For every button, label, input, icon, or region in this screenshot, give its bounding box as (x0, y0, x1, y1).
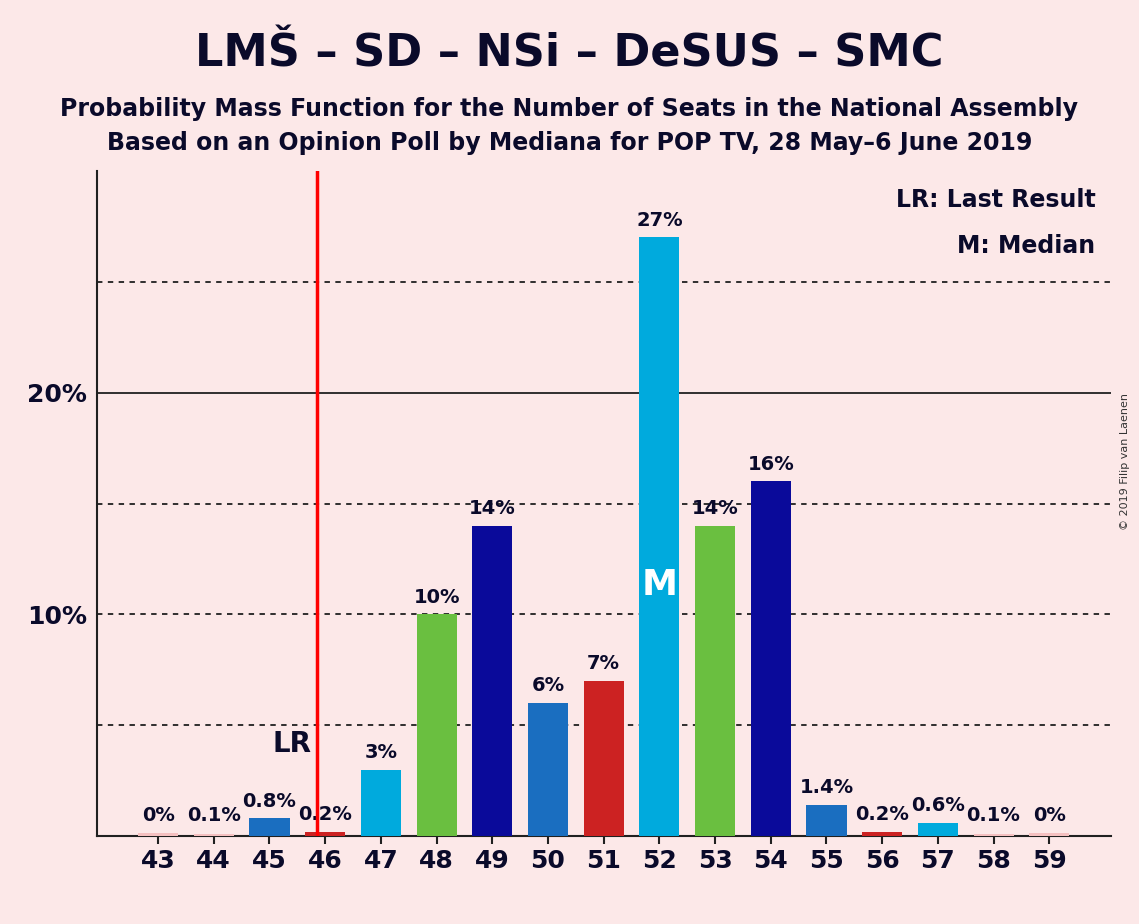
Text: 0.2%: 0.2% (298, 805, 352, 824)
Text: 0%: 0% (141, 806, 174, 825)
Bar (361, 770, 401, 836)
Text: 14%: 14% (469, 499, 516, 518)
Text: 10%: 10% (413, 588, 460, 607)
Text: 6%: 6% (532, 676, 565, 696)
Bar (583, 681, 624, 836)
Bar (695, 526, 735, 836)
Bar (1030, 833, 1070, 836)
Text: 0%: 0% (1033, 806, 1066, 825)
Bar (194, 834, 233, 836)
Text: 0.1%: 0.1% (967, 806, 1021, 825)
Text: M: Median: M: Median (957, 234, 1096, 258)
Bar (527, 703, 568, 836)
Bar (918, 823, 958, 836)
Text: 0.2%: 0.2% (855, 805, 909, 824)
Bar (417, 614, 457, 836)
Text: Probability Mass Function for the Number of Seats in the National Assembly: Probability Mass Function for the Number… (60, 97, 1079, 121)
Bar (806, 805, 846, 836)
Bar (862, 832, 902, 836)
Text: LR: Last Result: LR: Last Result (895, 188, 1096, 212)
Bar (138, 833, 178, 836)
Text: 0.8%: 0.8% (243, 792, 296, 810)
Text: 7%: 7% (588, 654, 620, 674)
Bar (639, 237, 680, 836)
Bar (473, 526, 513, 836)
Text: LR: LR (273, 730, 312, 758)
Text: 16%: 16% (747, 455, 794, 474)
Text: 3%: 3% (364, 743, 398, 762)
Text: 27%: 27% (636, 211, 682, 230)
Text: © 2019 Filip van Laenen: © 2019 Filip van Laenen (1120, 394, 1130, 530)
Text: 0.1%: 0.1% (187, 806, 240, 825)
Text: LMŠ – SD – NSi – DeSUS – SMC: LMŠ – SD – NSi – DeSUS – SMC (195, 32, 944, 76)
Bar (974, 834, 1014, 836)
Text: Based on an Opinion Poll by Mediana for POP TV, 28 May–6 June 2019: Based on an Opinion Poll by Mediana for … (107, 131, 1032, 155)
Text: M: M (641, 567, 678, 602)
Bar (751, 481, 790, 836)
Text: 0.6%: 0.6% (911, 796, 965, 815)
Bar (305, 832, 345, 836)
Bar (249, 819, 289, 836)
Text: 14%: 14% (691, 499, 738, 518)
Text: 1.4%: 1.4% (800, 778, 853, 797)
